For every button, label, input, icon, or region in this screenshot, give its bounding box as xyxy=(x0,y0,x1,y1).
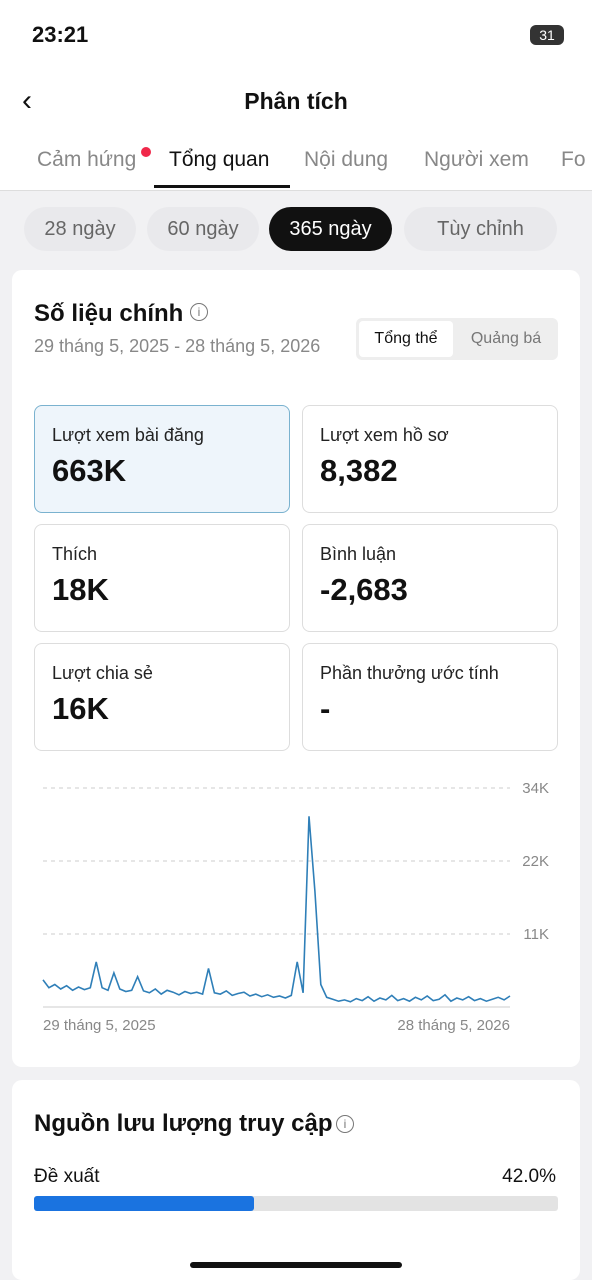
section-title: Nguồn lưu lượng truy cập xyxy=(34,1110,333,1137)
tab[interactable]: Fo xyxy=(561,148,586,171)
metric-card[interactable]: Lượt xem hồ sơ 8,382 xyxy=(302,405,558,513)
metric-value: 16K xyxy=(52,691,109,726)
metric-label: Bình luận xyxy=(320,544,397,564)
metric-value: 18K xyxy=(52,572,109,607)
metric-value: - xyxy=(320,691,331,726)
toggle-option[interactable]: Tổng thể xyxy=(359,321,453,357)
y-tick-label: 34K xyxy=(522,780,549,797)
range-button[interactable]: 60 ngày xyxy=(147,207,259,251)
x-tick-label: 28 tháng 5, 2026 xyxy=(397,1017,510,1034)
info-icon[interactable]: i xyxy=(336,1115,354,1133)
metric-card[interactable]: Bình luận -2,683 xyxy=(302,524,558,632)
metric-label: Lượt chia sẻ xyxy=(52,663,153,683)
metric-card[interactable]: Thích 18K xyxy=(34,524,290,632)
tab[interactable]: Nội dung xyxy=(304,148,389,171)
top-area: 23:21 31 ‹ Phân tích Cảm hứng Tổng quan Nộ… xyxy=(0,0,592,191)
progress-bar xyxy=(34,1196,255,1211)
metric-label: Lượt xem bài đăng xyxy=(52,425,204,445)
y-tick-label: 11K xyxy=(523,926,549,943)
metric-label: Lượt xem hồ sơ xyxy=(320,425,449,445)
tab[interactable]: Người xem xyxy=(424,148,529,171)
source-name: Đề xuất xyxy=(34,1166,100,1187)
range-button[interactable]: Tùy chỉnh xyxy=(404,207,557,251)
metric-label: Phần thưởng ước tính xyxy=(320,663,499,683)
info-icon[interactable]: i xyxy=(190,303,208,321)
line xyxy=(42,816,511,1003)
back-button[interactable]: ‹ xyxy=(22,84,32,117)
time: 23:21 xyxy=(32,22,89,47)
toggle-option[interactable]: Quảng bá xyxy=(470,330,542,347)
range-button[interactable]: 28 ngày xyxy=(24,207,136,251)
range-button[interactable]: 365 ngày xyxy=(269,207,392,251)
metric-card[interactable]: Lượt chia sẻ 16K xyxy=(34,643,290,751)
tab[interactable]: Cảm hứng xyxy=(37,148,137,171)
home-indicator xyxy=(190,1262,402,1268)
tab[interactable]: Tổng quan xyxy=(169,148,270,171)
progress-track xyxy=(34,1196,558,1211)
toggle: Tổng thể Quảng bá xyxy=(356,318,558,360)
x-tick-label: 29 tháng 5, 2025 xyxy=(43,1017,156,1034)
source-value: 42.0% xyxy=(502,1166,556,1187)
metric-card[interactable]: Phần thưởng ước tính - xyxy=(302,643,558,751)
traffic-card: Nguồn lưu lượng truy cập i Đề xuất 42.0% xyxy=(12,1080,580,1280)
dot xyxy=(141,147,151,157)
section-title: Số liệu chính xyxy=(34,300,184,327)
metric-card[interactable]: Lượt xem bài đăng 663K xyxy=(34,405,290,513)
date-range: 29 tháng 5, 2025 - 28 tháng 5, 2026 xyxy=(34,336,321,356)
page-title: Phân tích xyxy=(244,88,348,114)
tab-underline xyxy=(154,185,290,188)
metric-value: 8,382 xyxy=(320,453,398,488)
y-tick-label: 22K xyxy=(522,853,549,870)
chart: 11K 22K 34K 29 tháng 5, 2025 28 tháng 5, 202… xyxy=(42,780,549,1034)
metric-label: Thích xyxy=(52,544,98,564)
battery: 31 xyxy=(530,25,564,45)
metric-value: 663K xyxy=(52,453,127,488)
metric-value: -2,683 xyxy=(320,572,408,607)
